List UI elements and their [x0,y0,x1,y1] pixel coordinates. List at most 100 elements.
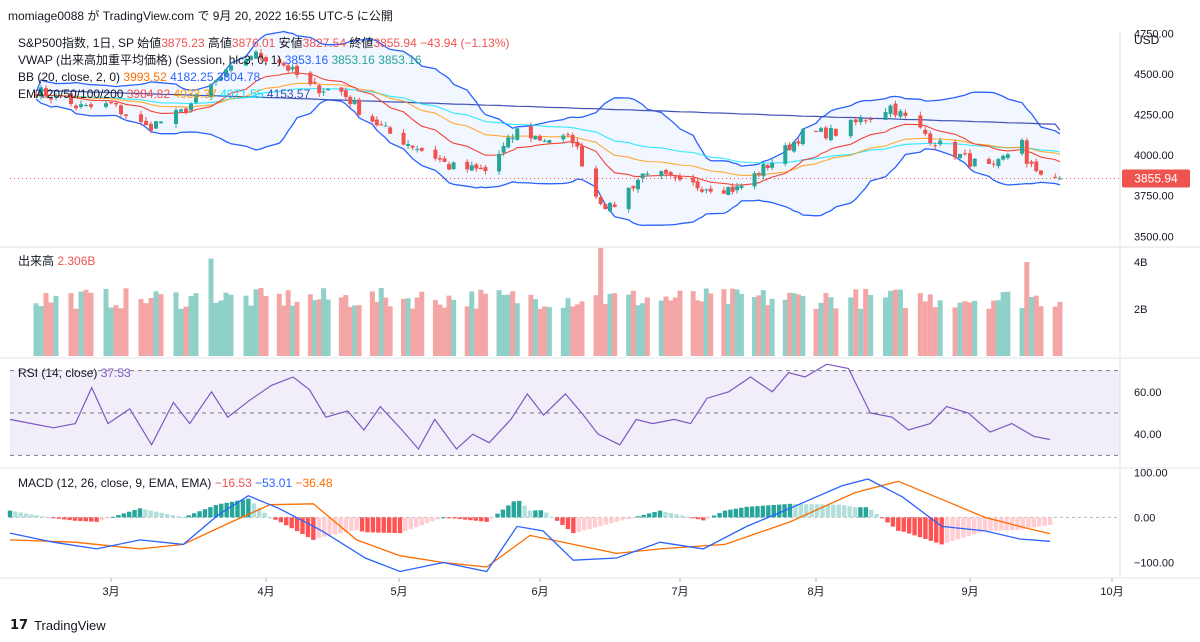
candle-body [800,129,805,145]
candle-body [179,109,183,112]
macd-hist-bar [533,510,538,518]
macd-hist-bar [549,516,554,518]
macd-hist-bar [1036,517,1042,527]
candle-body [465,161,470,170]
candle-body [608,203,612,212]
volume-bar [243,295,249,356]
candle-body [631,185,636,189]
macd-hist-bar [885,517,890,523]
volume-value: 2.306B [57,254,95,268]
volume-bar [823,292,829,356]
bb-upper-value: 4182.25 [170,70,217,84]
candle-body [149,123,153,131]
candle-body [645,173,650,175]
month-label: 4月 [257,586,274,598]
volume-bar [253,289,259,356]
macd-hist-bar [83,517,89,522]
candle-body [996,159,1001,167]
candle-body [244,59,248,66]
candle-body [497,153,502,172]
volume-bar [730,288,736,356]
candle [883,107,888,121]
candle-body [823,127,828,139]
candle [244,55,248,66]
candle [419,147,424,153]
volume-bar [922,301,928,356]
macd-hist-bar [630,517,636,519]
macd-hist-bar [213,505,219,518]
candle [501,142,506,157]
volume-bar [858,308,864,356]
candle [598,194,603,206]
macd-tick-label: 100.00 [1134,467,1168,479]
volume-bar [967,302,973,356]
candle [348,95,353,108]
macd-hist-bar [294,517,300,532]
bb-fill [36,31,1060,226]
macd-hist-bar [51,517,56,519]
macd-hist-bar [208,507,213,518]
legend-close-label: 終値 [349,35,373,50]
volume-bar [312,300,318,356]
candle-body [640,173,645,179]
macd-hist-bar [695,517,701,520]
macd-hist-bar [674,514,679,518]
candle-body [898,111,903,117]
volume-bar [347,306,353,356]
macd-hist-bar [462,517,468,520]
candle [659,170,664,180]
candle-body [259,52,263,59]
macd-hist-bar [29,514,34,518]
volume-bar [658,300,664,356]
macd-hist-bar [581,517,587,531]
macd-hist-bar [554,517,560,521]
macd-hist-bar [126,511,132,518]
candle [478,164,483,170]
candle-body [469,165,474,171]
volume-bar [868,294,874,356]
candle-body [410,145,415,148]
macd-hist-bar [939,517,944,545]
tradingview-logo-icon[interactable]: 17 [10,617,29,633]
candle [608,201,612,213]
volume-bar [1029,296,1035,356]
bb-label: BB (20, close, 2, 0) [18,70,123,84]
candle-body [124,114,128,116]
candle-body [678,176,682,180]
volume-bar [663,296,669,356]
candle [179,108,183,113]
candle-body [691,177,696,183]
volume-bar [482,293,488,356]
candle [566,132,570,138]
volume-bar [414,297,420,356]
macd-hist-bar [993,517,999,531]
candle [828,124,833,142]
volume-bar [378,288,384,356]
candle [695,177,700,192]
candle-body [735,186,740,191]
macd-hist-bar [706,517,711,519]
volume-bar [321,288,327,356]
candle [991,160,996,168]
candle-body [254,51,258,59]
candle-body [1029,161,1034,164]
candle [631,185,636,192]
candle-body [109,102,113,104]
volume-bar [218,300,224,356]
candle-body [483,167,488,172]
candle [451,161,456,170]
candle-body [659,171,664,177]
volume-bar [765,305,771,356]
volume-bar [769,298,775,356]
candle [249,54,253,61]
macd-hist-bar [966,517,971,536]
candle [84,103,88,107]
candle-body [888,105,893,114]
candle-body [893,103,898,116]
macd-hist-bar [814,504,820,518]
macd-hist-bar [901,517,906,532]
candle [388,125,393,134]
candle [953,139,958,160]
macd-hist-bar [479,517,484,522]
